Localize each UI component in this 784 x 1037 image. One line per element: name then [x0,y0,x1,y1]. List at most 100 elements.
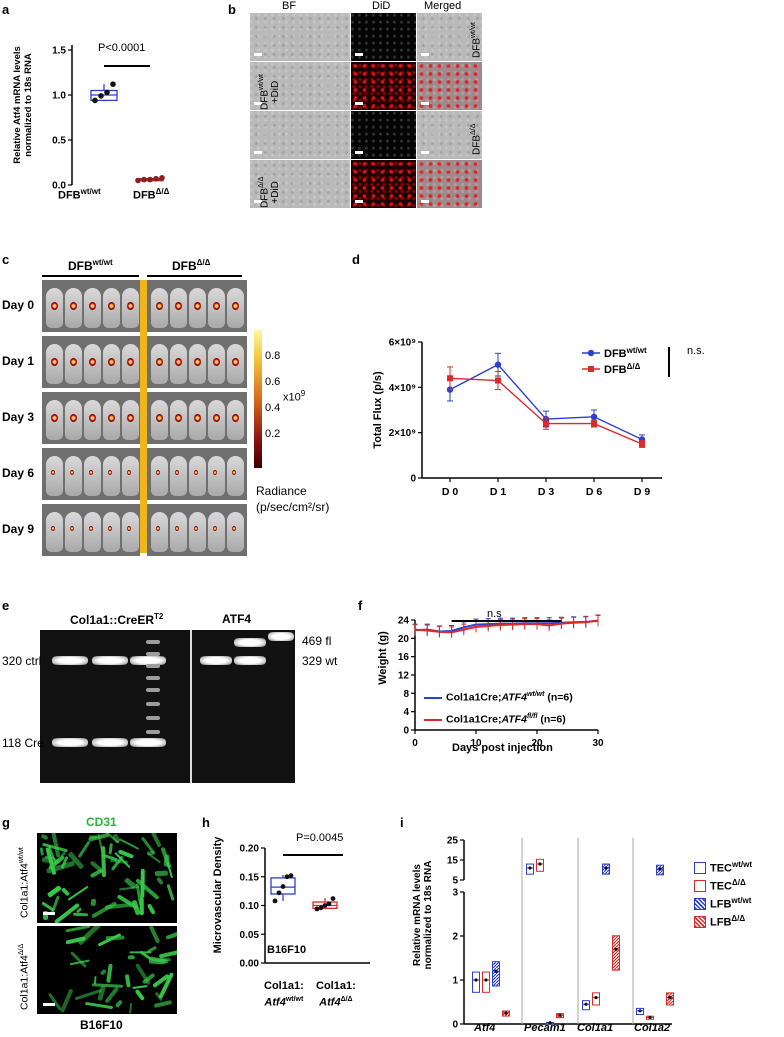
panel-i-legend-name: TEC [710,880,732,893]
vessel-segment [134,988,145,1001]
panel-h-cat2-line1: Col1a1: [316,980,356,992]
panel-letter-e: e [2,598,10,613]
gel-band [130,656,166,665]
panel-i-point [594,996,598,1000]
gel-band [52,738,88,747]
panel-a-chart: 0.0 0.5 1.0 1.5 [52,45,165,192]
panel-i-legend-label: LFBwt/wt [710,896,751,911]
panel-i-legend-swatch [694,898,706,910]
scale-bar [421,200,429,203]
panel-c-unit-base: x10 [283,391,301,404]
panel-f-legend-1-sup: wt/wt [526,691,545,698]
panel-c-group2-name: DFB [172,259,197,273]
panel-c-imaging-panel [42,392,140,444]
scale-bar [355,151,363,154]
panel-i-point [528,866,532,870]
micrograph-cell [417,13,482,61]
bioluminescence-spot [127,414,134,422]
vessel-segment [155,876,164,886]
panel-h-point [314,906,320,912]
panel-i-box [612,935,620,971]
scale-bar [355,53,363,56]
panel-g-row-1-label: Col1a1:Atf4wt/wt [18,847,31,918]
vessel-segment [132,985,148,990]
panel-f-axes: 0 4 8 12 16 20 24 0 10 20 30 [398,616,604,750]
panel-i-cat-atf4: Atf4 [474,1022,496,1034]
bioluminescence-spot [175,302,182,310]
gel-band [234,638,266,647]
micrograph-cell [417,160,482,208]
gel-ladder-band [146,730,160,734]
panel-c-day-label: Day 3 [2,410,35,424]
panel-c-radiance-unit: (p/sec/cm²/sr) [256,500,330,514]
panel-c-tick-08: 0.8 [265,350,281,362]
vessel-segment [165,926,177,941]
panel-i-point [658,867,662,871]
panel-b-row-1-name: DFB [471,38,483,58]
bioluminescence-spot [213,526,217,531]
panel-h-cat1-line1: Col1a1: [264,980,304,992]
panel-c-group1-name: DFB [68,259,93,273]
panel-c-day-label: Day 9 [2,522,35,536]
panel-f-legend-1: Col1a1Cre;ATF4wt/wt (n=6) [446,691,573,704]
gel-band [200,656,232,665]
panel-h-point [272,898,278,904]
bioluminescence-spot [232,414,239,422]
vessel-segment [148,926,161,944]
panel-f-ytick-label: 8 [403,689,409,700]
panel-i-point [558,1013,562,1017]
vessel-segment [147,945,158,953]
mouse-silhouette [208,456,225,496]
panel-g-row-2-label: Col1a1:Atf4Δ/Δ [18,944,31,1010]
panel-c-unit-exp: 9 [300,389,306,398]
panel-f-marks [412,614,601,638]
vessel-segment [40,833,49,841]
panel-e-left-title-text: Col1a1::CreER [70,613,155,627]
gel-ladder-band [146,676,160,680]
panel-h-point [284,874,290,880]
mouse-silhouette [170,456,187,496]
micrograph-texture [250,160,350,208]
panel-d-xtick-label: D 0 [442,486,459,498]
panel-h-ytick-label: 0.05 [240,930,260,941]
panel-d-xtick-label: D 6 [586,486,603,498]
panel-i-ylabel-line1: Relative mRNA levels [412,864,423,966]
panel-c-tick-02: 0.2 [265,428,281,440]
bioluminescence-spot [70,470,74,475]
gel-band [130,738,166,747]
panel-f-legend-2: Col1a1Cre;ATF4fl/fl (n=6) [446,713,566,726]
panel-i-ytick-label: 15 [447,856,459,867]
panel-i-legend-sup: wt/wt [732,860,752,869]
scale-bar [421,102,429,105]
panel-i-ytick-label: 0 [452,1020,458,1031]
panel-h-cat1-sup: wt/wt [285,996,304,1003]
panel-c-imaging-panel [147,280,247,332]
bioluminescence-spot [89,470,93,475]
micrograph-cell [417,62,482,110]
panel-i-legend-swatch [694,880,706,892]
vessel-segment [48,992,62,1010]
bioluminescence-spot [51,470,55,475]
micrograph-cell [250,111,350,159]
gel-band [52,656,88,665]
panel-h-axes: 0.00 0.05 0.10 0.15 0.20 [240,844,370,970]
panel-c-group2-sup: Δ/Δ [196,258,211,267]
panel-f-legend-2-sup: fl/fl [526,713,538,720]
panel-f-legend-2-prefix: Col1a1Cre; [446,713,502,726]
mouse-silhouette [65,512,82,552]
panel-h-ytick-label: 0.10 [240,901,260,912]
panel-a-cat2-sup: Δ/Δ [155,187,170,196]
mouse-silhouette [84,512,101,552]
bioluminescence-spot [51,414,58,422]
vessel-segment [85,1002,114,1010]
panel-i-legend-swatch [694,862,706,874]
vessel-segment [127,954,135,959]
panel-i-ytick-label: 3 [452,888,458,899]
panel-b-col-did: DiD [372,0,391,12]
vessel-segment [150,833,161,848]
vessel-segment [119,837,140,850]
scale-bar [254,53,262,56]
panel-i-cat-col1a1: Col1a1 [577,1022,614,1034]
panel-d-legend-marker [588,366,594,372]
panel-i-box [472,971,480,993]
